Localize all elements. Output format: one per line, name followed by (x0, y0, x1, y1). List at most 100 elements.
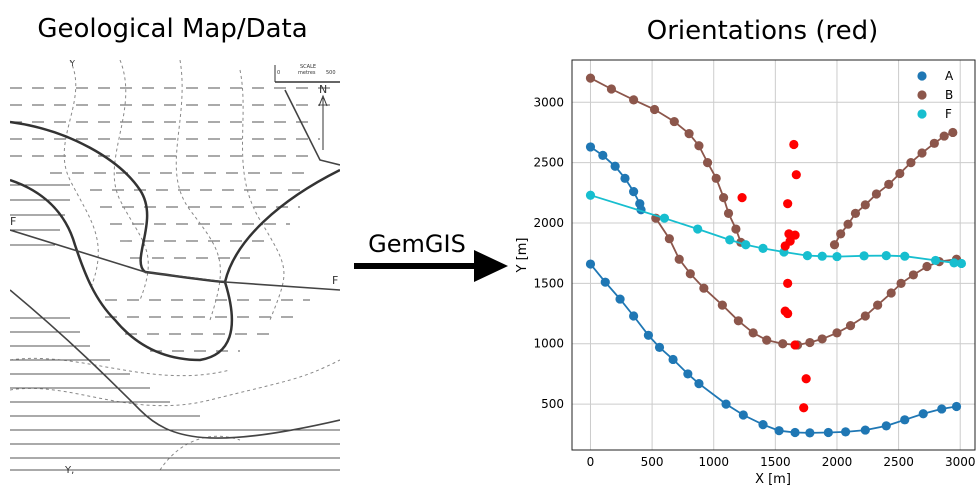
data-point (799, 403, 809, 413)
data-point (694, 378, 704, 389)
data-point (684, 129, 694, 139)
data-point (790, 427, 800, 438)
data-point (918, 409, 928, 419)
data-point (871, 189, 882, 199)
data-point (937, 404, 947, 414)
data-point (789, 139, 799, 150)
data-point (845, 321, 856, 331)
data-point (620, 173, 630, 183)
data-point (801, 374, 811, 384)
data-point (733, 316, 743, 326)
data-point (585, 259, 596, 269)
data-point (896, 278, 906, 288)
north-label: N (319, 83, 327, 96)
series-line (655, 217, 957, 346)
data-point (843, 219, 853, 229)
data-point (805, 428, 815, 438)
series-a (585, 259, 962, 438)
data-point (649, 104, 660, 115)
data-point (780, 241, 790, 251)
legend-label: F (945, 107, 952, 121)
series-orientations (737, 139, 811, 413)
data-point (606, 84, 617, 94)
data-point (711, 173, 721, 183)
scale-start: 0 (277, 70, 280, 76)
data-point (600, 277, 610, 287)
data-point (783, 199, 793, 209)
x-axis-label: X [m] (755, 472, 791, 487)
data-point (860, 311, 870, 321)
data-point (817, 334, 827, 344)
data-point (748, 328, 758, 338)
map-label-f-left: F (10, 215, 16, 228)
y-tick-label: 3000 (533, 95, 564, 109)
series-a (585, 142, 646, 215)
data-point (737, 193, 747, 203)
series-line (833, 131, 954, 246)
y-axis-label: Y [m] (515, 238, 530, 274)
geological-map: SCALE metres 0 500 N F F Y Y, (9, 59, 341, 476)
arrow-label: GemGIS (368, 230, 466, 258)
map-label-y-bottom: Y, (64, 465, 74, 475)
left-title: Geological Map/Data (37, 14, 308, 44)
data-point (585, 142, 596, 152)
data-point (908, 270, 918, 280)
data-point (817, 251, 827, 261)
data-point (774, 426, 784, 436)
x-tick-label: 0 (587, 455, 595, 469)
data-point (693, 224, 703, 234)
data-point (860, 200, 870, 210)
data-point (922, 261, 932, 272)
data-point (668, 354, 678, 365)
scale-units: metres (298, 70, 316, 76)
data-point (702, 158, 713, 168)
data-point (721, 399, 731, 409)
fault-lines (9, 89, 341, 439)
y-tick-label: 1000 (533, 337, 564, 351)
data-point (895, 168, 905, 179)
data-point (731, 224, 741, 234)
data-point (949, 258, 959, 268)
data-point (939, 131, 949, 141)
chart-grid (572, 60, 975, 450)
data-point (610, 161, 620, 171)
orientation-chart: 0 500 1000 1500 2000 2500 3000 500 1000 1500 2000 2… (515, 59, 976, 487)
geological-map-drawing: SCALE metres 0 500 N F F Y Y, (9, 59, 341, 476)
data-point (725, 235, 735, 245)
data-point (836, 229, 846, 239)
data-point (643, 330, 654, 340)
series-b (829, 127, 958, 250)
north-arrow: N (318, 83, 328, 150)
data-point (783, 308, 793, 319)
data-point (699, 283, 709, 293)
data-point (685, 269, 695, 279)
chart-legend: ABF (917, 69, 954, 121)
data-point (629, 187, 639, 197)
map-label-f-right: F (332, 274, 338, 287)
contour-lines (9, 59, 341, 471)
data-point (860, 425, 870, 435)
data-point (906, 158, 916, 168)
data-point (694, 141, 704, 151)
data-point (783, 278, 793, 288)
data-point (859, 251, 869, 261)
data-point (778, 339, 788, 349)
series-f (585, 190, 967, 269)
data-point (802, 251, 812, 261)
x-tick-label: 500 (641, 455, 664, 469)
data-point (917, 148, 927, 158)
data-point (791, 170, 801, 180)
data-point (738, 410, 748, 420)
data-point (832, 251, 842, 262)
data-point (654, 342, 665, 352)
x-tick-label: 3000 (945, 455, 976, 469)
boundary-lines (9, 120, 341, 362)
solid-strata (10, 184, 340, 471)
series-b (585, 73, 746, 247)
right-arrow-icon (354, 250, 508, 282)
data-point (948, 127, 958, 138)
x-tick-label: 2000 (822, 455, 853, 469)
data-point (930, 255, 941, 266)
plot-frame (571, 59, 976, 451)
y-tick-label: 2500 (533, 156, 564, 170)
